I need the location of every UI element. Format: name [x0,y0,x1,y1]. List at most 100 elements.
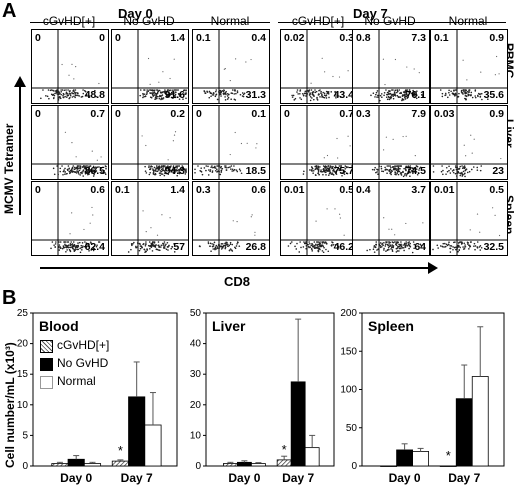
quadrant-lower-right-value: 62.4 [84,241,105,253]
category-label-blood: Day 7 [121,471,153,485]
quadrant-lower-right-value: 31.3 [245,89,266,101]
significance-star-liver: * [282,442,287,457]
quadrant-upper-right-value: 7.9 [411,108,426,120]
bar-liver-day0-0 [222,463,238,467]
legend-label-cgvhd: cGvHD[+] [57,338,110,352]
bar-liver-day7-1 [290,381,306,467]
legend-swatch-normal [40,376,53,389]
quadrant-lower-right-value: 76.1 [405,89,426,101]
y-tick-label: 20 [190,400,202,411]
bar-spleen-day0-2 [412,451,430,467]
column-label-normal-d0: Normal [210,14,250,28]
y-tick-label: 0 [195,461,201,472]
y-tick-label: 100 [340,385,357,396]
quadrant-upper-right-value: 0.6 [251,184,266,196]
flow-plot-liver-cgvhd-d0: 0 0.7 86.5 [31,105,109,180]
quadrant-lower-right-value: 64 [414,241,426,253]
flow-plot-pbmc-cgvhd-d0: 0 0 48.8 [31,29,109,104]
bar-blood-day7-2 [144,424,162,467]
bar-liver-day7-2 [304,447,320,467]
quadrant-upper-left-value: 0.01 [284,184,305,196]
category-label-spleen: Day 7 [448,471,480,485]
y-tick-label: 0 [351,461,357,472]
quadrant-upper-left-value: 0.3 [196,184,211,196]
quadrant-lower-right-value: 48.8 [84,89,105,101]
legend: cGvHD[+] No GvHD Normal [40,338,130,392]
cd8-axis-label: CD8 [224,274,251,289]
category-label-liver: Day 0 [228,471,260,485]
legend-swatch-cgvhd [40,340,53,353]
quadrant-upper-left-value: 0.01 [434,184,455,196]
flow-plot-spleen-nogvhd-d0: 0.1 1.4 57 [111,181,189,256]
legend-swatch-no-gvhd [40,358,53,371]
flow-plot-liver-nogvhd-d0: 0 0.2 94.3 [111,105,189,180]
bar-liver-day7-0 [276,459,292,467]
y-tick-label: 25 [17,308,29,319]
bar-liver-day0-1 [236,461,252,467]
quadrant-lower-right-value: 57 [173,241,185,253]
y-tick-label: 10 [190,430,202,441]
quadrant-lower-right-value: 75.7 [333,165,354,177]
bar-blood-day0-2 [83,463,102,467]
quadrant-lower-right-value: 26.8 [245,241,266,253]
bar-liver-day0-2 [250,463,266,467]
quadrant-upper-left-value: 0.1 [196,32,211,44]
column-label-cgvhd-d0: cGvHD[+] [42,14,96,28]
flow-plot-pbmc-normal-d0: 0.1 0.4 31.3 [192,29,270,104]
quadrant-lower-right-value: 91.6 [164,89,185,101]
quadrant-upper-right-value: 0.9 [489,32,504,44]
flow-plot-pbmc-nogvhd-d7: 0.8 7.3 76.1 [352,29,430,104]
quadrant-upper-right-value: 0 [99,32,105,44]
quadrant-upper-right-value: 7.3 [411,32,426,44]
quadrant-upper-left-value: 0 [35,32,41,44]
day7-underline [278,22,506,23]
flow-plot-liver-nogvhd-d7: 0.3 7.9 74.5 [352,105,430,180]
quadrant-upper-left-value: 0 [35,108,41,120]
quadrant-lower-right-value: 32.5 [483,241,504,253]
flow-plot-spleen-cgvhd-d7: 0.01 0.5 46.2 [280,181,358,256]
quadrant-upper-right-value: 0.1 [251,108,266,120]
quadrant-upper-right-value: 0.9 [489,108,504,120]
quadrant-upper-left-value: 0.02 [284,32,305,44]
quadrant-lower-right-value: 86.5 [84,165,105,177]
column-label-nogvhd-d0: No GvHD [123,14,175,28]
quadrant-lower-right-value: 23 [492,165,504,177]
quadrant-upper-left-value: 0 [196,108,202,120]
y-tick-label: 200 [340,308,357,319]
quadrant-upper-left-value: 0.8 [356,32,371,44]
y-tick-label: 5 [22,430,28,441]
bar-spleen-day0-1 [396,449,414,467]
bar-spleen-day7-2 [471,376,489,467]
quadrant-upper-right-value: 0.2 [170,108,185,120]
y-tick-label: 0 [22,461,28,472]
column-label-nogvhd-d7: No GvHD [364,14,416,28]
quadrant-upper-right-value: 0.4 [251,32,266,44]
y-tick-label: 50 [190,308,202,319]
quadrant-upper-right-value: 0.7 [90,108,105,120]
bar-blood-day7-1 [128,396,146,467]
flow-plot-spleen-normal-d0: 0.3 0.6 26.8 [192,181,270,256]
day7-title: Day 7 [353,6,388,21]
quadrant-lower-right-value: 46.2 [333,241,354,253]
quadrant-upper-right-value: 3.7 [411,184,426,196]
quadrant-upper-right-value: 1.4 [170,184,185,196]
chart-frame-liver [205,312,335,467]
legend-label-no-gvhd: No GvHD [57,356,109,370]
quadrant-upper-left-value: 0.3 [356,108,371,120]
day0-underline [30,22,270,23]
y-tick-label: 15 [17,369,29,380]
bar-spleen-day0-0 [380,465,398,467]
bar-spleen-day7-1 [455,398,473,467]
quadrant-upper-left-value: 0 [115,108,121,120]
day0-title: Day 0 [118,6,153,21]
quadrant-lower-right-value: 18.5 [245,165,266,177]
y-tick-label: 10 [17,400,29,411]
bar-blood-day7-0 [111,460,129,467]
quadrant-upper-left-value: 0.03 [434,108,455,120]
bar-blood-day0-1 [67,458,85,467]
category-label-liver: Day 7 [282,471,314,485]
flow-plot-spleen-normal-d7: 0.01 0.5 32.5 [430,181,508,256]
y-tick-label: 40 [190,339,202,350]
quadrant-lower-right-value: 74.5 [405,165,426,177]
